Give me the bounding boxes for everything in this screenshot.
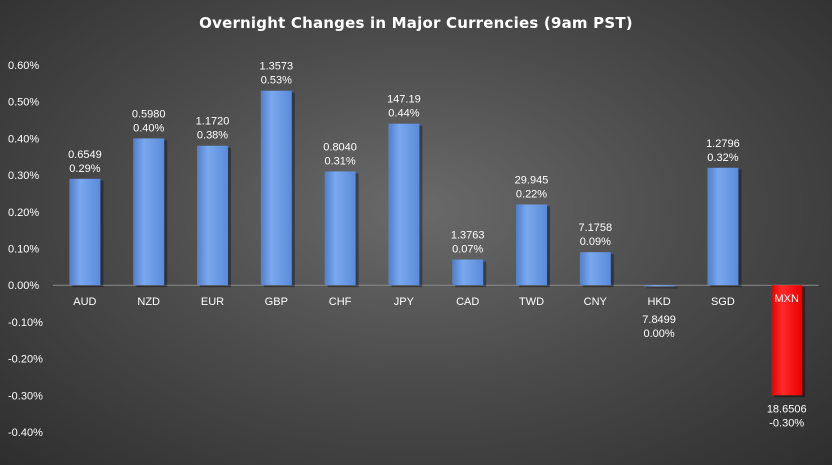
chart-title: Overnight Changes in Major Currencies (9… xyxy=(199,14,633,32)
rate-label: 29.945 xyxy=(515,174,549,186)
bar-jpy xyxy=(388,123,420,286)
y-tick-label: 0.20% xyxy=(8,207,39,219)
bar-hkd xyxy=(643,285,675,287)
category-label: NZD xyxy=(137,296,160,308)
y-tick-label: 0.30% xyxy=(8,170,39,182)
percent-label: 0.22% xyxy=(516,188,547,200)
category-label: TWD xyxy=(519,296,544,308)
rate-label: 7.1758 xyxy=(578,222,612,234)
y-tick-label: 0.40% xyxy=(8,133,39,145)
percent-label: -0.30% xyxy=(769,417,804,429)
category-label: SGD xyxy=(711,296,735,308)
rate-label: 18.6506 xyxy=(767,403,807,415)
category-label: EUR xyxy=(201,296,224,308)
percent-label: 0.00% xyxy=(643,328,674,340)
bar-cad xyxy=(452,259,484,286)
percent-label: 0.09% xyxy=(580,236,611,248)
bar-chf xyxy=(324,171,356,286)
percent-label: 0.53% xyxy=(261,75,292,87)
category-label: CNY xyxy=(584,296,608,308)
rate-label: 0.5980 xyxy=(132,108,166,120)
bar-nzd xyxy=(133,138,165,286)
y-tick-label: -0.40% xyxy=(8,427,43,439)
bar-cny xyxy=(579,252,611,286)
bar-shadow xyxy=(646,287,678,289)
rate-label: 0.8040 xyxy=(323,141,357,153)
y-tick-label: 0.50% xyxy=(8,97,39,109)
category-label: JPY xyxy=(394,296,415,308)
bar-eur xyxy=(197,145,228,286)
y-tick-label: 0.10% xyxy=(8,244,39,256)
data-labels: AUD 0.6549 0.29% NZD 0.5980 0.40% EUR 1.1720 0.3… xyxy=(68,61,807,430)
y-tick-label: -0.30% xyxy=(8,390,43,402)
y-tick-label: 0.60% xyxy=(8,60,39,72)
y-tick-label: -0.10% xyxy=(8,317,43,329)
percent-label: 0.38% xyxy=(197,130,228,142)
percent-label: 0.44% xyxy=(388,108,419,120)
percent-label: 0.31% xyxy=(324,155,355,167)
percent-label: 0.07% xyxy=(452,244,483,256)
percent-label: 0.32% xyxy=(707,152,738,164)
bar-sgd xyxy=(707,167,739,286)
category-label: GBP xyxy=(265,296,288,308)
rate-label: 147.19 xyxy=(387,94,421,106)
bar-mxn xyxy=(771,285,803,396)
percent-label: 0.29% xyxy=(69,163,100,175)
bar-gbp xyxy=(260,90,292,286)
rate-label: 1.3763 xyxy=(451,230,485,242)
rate-label: 7.8499 xyxy=(642,314,676,326)
y-tick-label: 0.00% xyxy=(8,280,39,292)
y-axis: 0.60% 0.50% 0.40% 0.30% 0.20% 0.10% 0.00% -0.10… xyxy=(8,60,819,439)
bar-aud xyxy=(69,178,101,286)
rate-label: 1.3573 xyxy=(259,61,293,73)
rate-label: 1.2796 xyxy=(706,138,740,150)
rate-label: 1.1720 xyxy=(196,116,230,128)
bars xyxy=(69,90,806,398)
category-label: AUD xyxy=(73,296,96,308)
category-label: HKD xyxy=(647,296,670,308)
category-label: MXN xyxy=(774,293,799,305)
percent-label: 0.40% xyxy=(133,122,164,134)
category-label: CAD xyxy=(456,296,479,308)
bar-twd xyxy=(516,204,547,286)
y-tick-label: -0.20% xyxy=(8,354,43,366)
rate-label: 0.6549 xyxy=(68,149,102,161)
category-label: CHF xyxy=(329,296,352,308)
